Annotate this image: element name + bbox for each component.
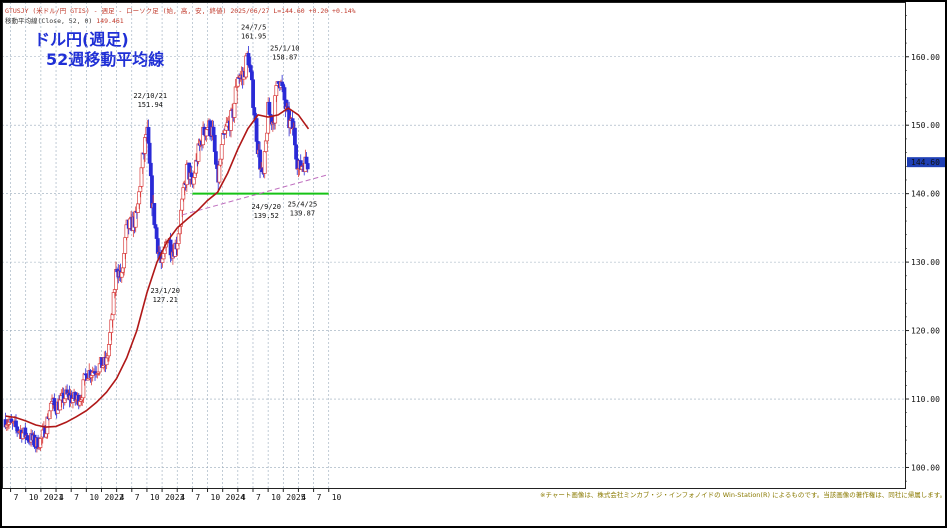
x-tick-label: 10 [332,493,342,502]
x-tick-label: 4 [241,493,246,502]
x-tick-label: 10 [271,493,281,502]
trend-line [182,174,329,216]
labels: 100.00 110.00 120.00 130.00 140.00 150.00 160.… [14,23,940,502]
annotation-value: 127.21 [153,296,178,304]
candle-down [146,127,151,144]
x-tick-label: 7 [74,493,79,502]
chart-subtitle: 52週移動平均線 [46,50,165,69]
candle-up [262,151,267,174]
indicator-header: 移動平均線(Close, 52, 0) 149.461 [5,15,124,25]
x-tick-label: 2021 [44,493,63,502]
x-tick-label: 2024 [226,493,245,502]
y-tick-label: 140.00 [911,190,940,199]
candle-down [254,118,259,142]
candle-up [274,85,279,96]
candle-down [213,151,218,165]
axes [2,2,909,492]
last-price-label: 144.60 [911,158,940,167]
y-tick-label: 110.00 [911,395,940,404]
last-price-tag [907,157,945,168]
annotation-date: 24/9/20 [251,203,281,211]
chart-title: ドル円(週足) [34,30,129,49]
chart-header: GTUSJY (米ドル/円 GTIS) - 週足 - ローソク足 (始, 高, … [5,7,356,15]
x-tick-label: 2025 [286,493,305,502]
y-tick-label: 100.00 [911,463,940,472]
annotation-value: 139.52 [254,212,279,220]
x-tick-label: 10 [211,493,221,502]
x-tick-label: 4 [301,493,306,502]
y-tick-label: 130.00 [911,258,940,267]
x-tick-label: 10 [89,493,99,502]
annotation-value: 151.94 [138,101,163,109]
annotation-date: 25/1/10 [270,44,300,52]
x-tick-label: 7 [256,493,261,502]
x-tick-label: 7 [14,493,19,502]
candle-down [305,163,310,170]
x-tick-label: 4 [180,493,185,502]
overlay-lines [5,107,945,428]
candle-down [154,227,159,239]
y-tick-label: 160.00 [911,53,940,62]
candle-down [152,203,157,225]
candles [3,46,310,453]
annotation-value: 158.87 [272,53,297,61]
annotation-value: 139.87 [290,210,315,218]
candle-up [204,129,209,137]
candle-up [160,258,165,263]
grid [2,2,905,488]
x-tick-label: 2022 [104,493,123,502]
moving-average-line [5,107,310,428]
annotation-date: 22/10/21 [133,92,167,100]
footnote: ※チャート画像は、株式会社ミンカブ・ジ・インフォノイドの Win-Station… [540,491,945,499]
plot-border [2,2,906,489]
candle-up [217,164,222,183]
y-tick-label: 120.00 [911,327,940,336]
candle-up [48,402,53,412]
candle-down [248,65,253,73]
candle-up [232,102,237,118]
x-tick-label: 4 [120,493,125,502]
annotation-date: 24/7/5 [241,23,266,31]
candle-up [110,314,115,321]
annotation-value: 161.95 [241,32,266,40]
candle-up [219,144,224,160]
x-tick-label: 2023 [165,493,184,502]
annotation-date: 23/1/20 [150,287,180,295]
x-tick-label: 10 [29,493,39,502]
x-tick-label: 7 [317,493,322,502]
indicator-label: 移動平均線(Close, 52, 0) [5,17,93,25]
y-tick-label: 150.00 [911,121,940,130]
indicator-value: 149.461 [96,17,124,25]
x-tick-label: 10 [150,493,160,502]
x-tick-label: 7 [195,493,200,502]
x-tick-label: 7 [135,493,140,502]
x-tick-label: 4 [59,493,64,502]
annotation-date: 25/4/25 [288,201,318,209]
